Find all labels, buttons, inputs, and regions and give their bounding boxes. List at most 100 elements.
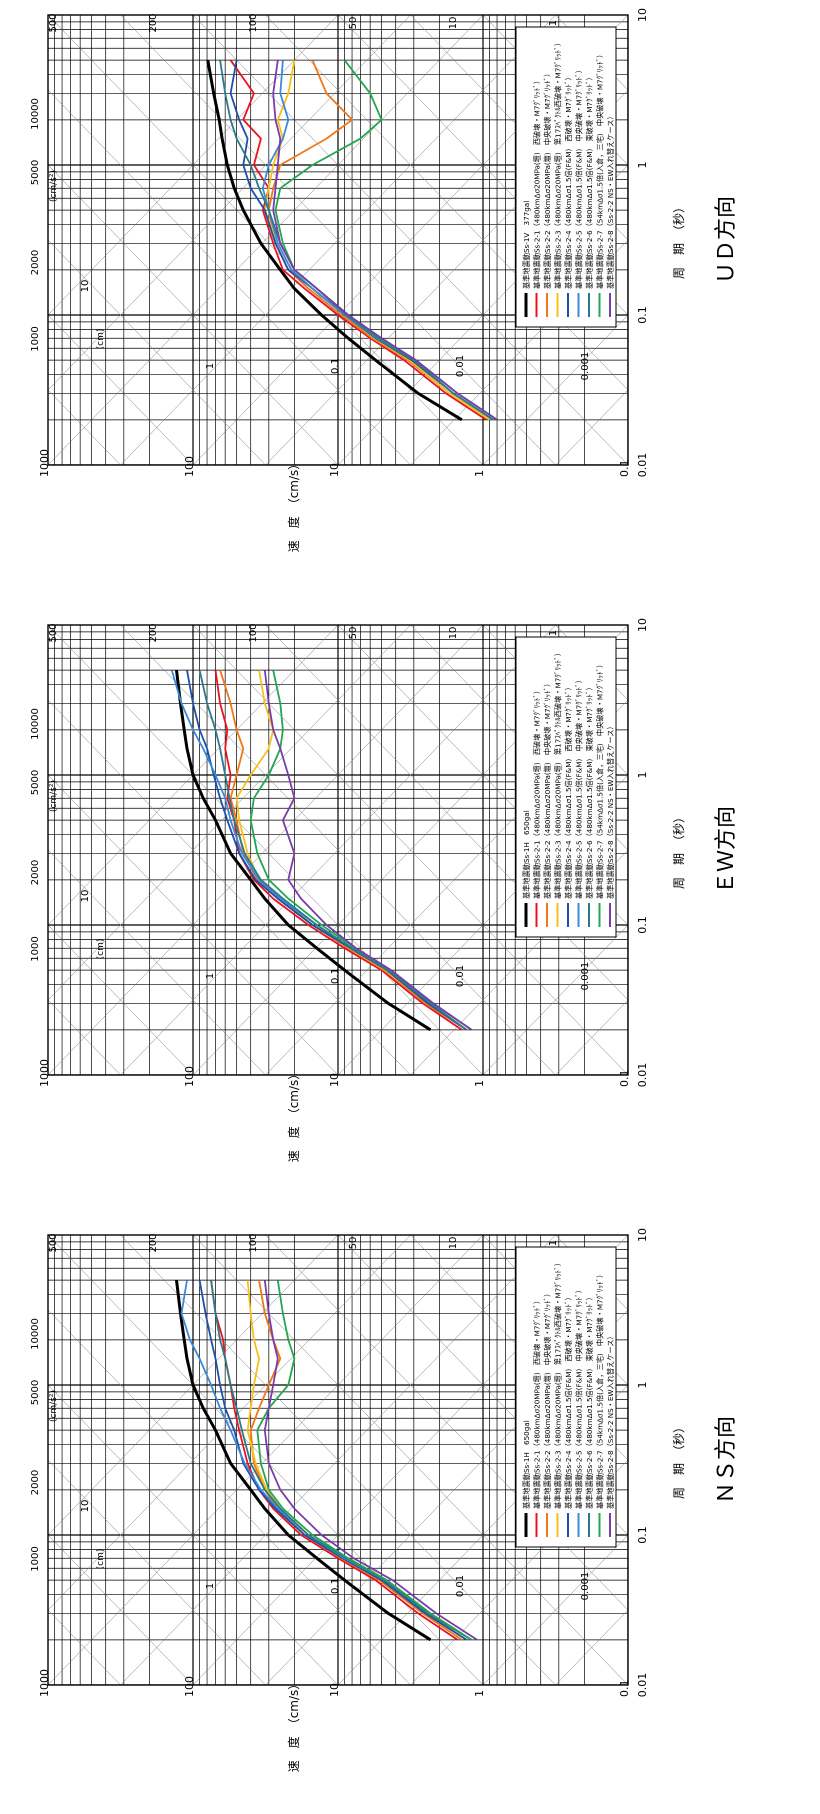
acceleration-tick-label: 2000 — [30, 860, 41, 885]
tripartite-diagonals — [48, 1235, 628, 1685]
series-line-6 — [219, 60, 494, 421]
displacement-tick-label: 0.001 — [580, 1572, 591, 1601]
top-tick-label: 10 — [448, 627, 459, 640]
legend-entry: 基準地震動Ss-2-2（480kmΔσ20MPa(壇) 中央破壊・M7ｸﾞﾘｯﾄ… — [543, 680, 552, 899]
displacement-axis-label: (cm) — [96, 329, 106, 350]
plot-frame — [47, 14, 629, 466]
acceleration-diagonal — [48, 464, 49, 465]
displacement-tick-label: 10 — [80, 1500, 91, 1513]
acceleration-diagonal — [48, 1074, 49, 1075]
x-tick-label: 0.1 — [636, 916, 649, 934]
acceleration-diagonal — [48, 1459, 266, 1685]
acceleration-tick-label: 10000 — [30, 708, 41, 740]
y-tick-label: 10 — [328, 463, 341, 477]
displacement-tick-label: 1 — [205, 1583, 216, 1589]
series-line-0 — [206, 59, 463, 422]
displacement-diagonal — [773, 15, 820, 465]
series-line-8 — [263, 670, 473, 1031]
y-tick-label: 10 — [328, 1073, 341, 1087]
top-tick-label: 200 — [148, 623, 159, 642]
acceleration-tick-label: 1000 — [30, 936, 41, 961]
legend-entry: 基準地震動Ss-2-7（54kmΔσ1.5倍(入倉，三宅) 中央破壊・M7ｸﾞﾘ… — [596, 1271, 605, 1509]
x-tick-label: 0.1 — [636, 1526, 649, 1544]
series-line-4 — [229, 60, 494, 421]
top-tick-label: 100 — [248, 1233, 259, 1252]
displacement-tick-label: 10 — [80, 890, 91, 903]
acceleration-diagonal — [48, 774, 339, 1075]
x-tick-label: 1 — [636, 1382, 649, 1389]
top-tick-label: 1 — [548, 630, 559, 636]
grid — [48, 15, 820, 465]
plot-frame — [47, 1234, 629, 1686]
y-tick-label: 100 — [183, 1066, 196, 1087]
top-tick-label: 10 — [448, 17, 459, 30]
series-line-1 — [210, 1280, 459, 1641]
legend-box — [515, 26, 617, 328]
y-axis-label: 速 度 （cm/s） — [286, 1068, 301, 1163]
displacement-axis-label: (cm) — [96, 939, 106, 960]
acceleration-tick-label: 2000 — [30, 250, 41, 275]
y-axis-label: 速 度 （cm/s） — [286, 458, 301, 553]
top-tick-label: 100 — [248, 13, 259, 32]
chart-title: ＵＤ方向 — [714, 196, 739, 284]
legend-entry: 基準地震動Ss-2-4（480kmΔσ1.5倍(F&M) 西破壊・M7ｸﾞﾘｯﾄ… — [564, 1293, 573, 1509]
acceleration-diagonal — [48, 1534, 194, 1685]
acceleration-diagonal — [48, 1609, 121, 1685]
legend-entry: 基準地震動Ss-2-5（480kmΔσ1.5倍(F&M) 中央破壊・M7ｸﾞﾘｯ… — [575, 676, 584, 899]
series-group — [206, 59, 498, 422]
displacement-tick-label: 0.1 — [330, 968, 341, 984]
acceleration-tick-label: 1000 — [30, 1546, 41, 1571]
displacement-tick-label: 1 — [205, 363, 216, 369]
x-axis-label: 周 期 （秒） — [672, 1421, 686, 1499]
x-axis-label: 周 期 （秒） — [672, 811, 686, 889]
x-tick-label: 0.01 — [636, 1063, 649, 1088]
legend-entry: 基準地震動Ss-2-4（480kmΔσ1.5倍(F&M) 西破壊・M7ｸﾞﾘｯﾄ… — [564, 73, 573, 289]
displacement-diagonal — [48, 15, 339, 316]
displacement-axis-label: (cm) — [96, 1549, 106, 1570]
acceleration-diagonal — [48, 1309, 411, 1685]
legend-entry: 基準地震動Ss-2-1（480kmΔσ20MPa(壇) 西破壊・M7ｸﾞﾘｯﾄﾞ… — [533, 77, 542, 289]
series-line-6 — [198, 670, 468, 1031]
top-tick-label: 50 — [348, 1237, 359, 1250]
spectrum-chart-2: 0.010.11100.1110100100010000500020001000… — [30, 1228, 739, 1772]
legend-entry: 基準地震動Ss-2-5（480kmΔσ1.5倍(F&M) 中央破壊・M7ｸﾞﾘｯ… — [575, 66, 584, 289]
x-tick-label: 0.01 — [636, 453, 649, 478]
displacement-tick-label: 0.001 — [580, 352, 591, 381]
x-tick-label: 10 — [636, 618, 649, 632]
x-axis-label: 周 期 （秒） — [672, 201, 686, 279]
legend-entry: 基準地震動Ss-1H 650gal — [522, 810, 531, 899]
series-line-1 — [229, 59, 487, 421]
legend-entry: 基準地震動Ss-2-8（Ss-2-2 NS・EW入れ替えケース） — [606, 722, 615, 899]
acceleration-tick-label: 10000 — [30, 98, 41, 130]
acceleration-tick-label: 2000 — [30, 1470, 41, 1495]
displacement-tick-label: 0.01 — [455, 965, 466, 987]
tripartite-diagonals — [48, 625, 628, 1075]
legend-entry: 基準地震動Ss-2-7（54kmΔσ1.5倍(入倉，三宅) 中央破壊・M7ｸﾞﾘ… — [596, 51, 605, 289]
acceleration-diagonal — [48, 1684, 49, 1685]
top-tick-label: 10 — [448, 1237, 459, 1250]
series-line-8 — [272, 60, 498, 421]
legend: 基準地震動Ss-1H 650gal 基準地震動Ss-2-1（480kmΔσ20MP… — [515, 1246, 617, 1548]
plot-frame — [47, 624, 629, 1076]
acceleration-tick-label: 10000 — [30, 1318, 41, 1350]
acceleration-diagonal — [48, 89, 411, 465]
acceleration-diagonal — [48, 239, 266, 465]
y-tick-label: 1 — [473, 1690, 486, 1697]
acceleration-axis-label: (cm/s²) — [49, 780, 59, 812]
x-tick-label: 0.01 — [636, 1673, 649, 1698]
x-tick-label: 10 — [636, 8, 649, 22]
legend-entry: 基準地震動Ss-2-2（480kmΔσ20MPa(壇) 中央破壊・M7ｸﾞﾘｯﾄ… — [543, 1290, 552, 1509]
displacement-tick-label: 0.01 — [455, 1575, 466, 1597]
y-tick-label: 100 — [183, 456, 196, 477]
legend-entry: 基準地震動Ss-2-3（480kmΔσ20MPa(壇) 第17ｽﾍﾟｸﾄﾙ西破壊… — [554, 649, 563, 899]
y-tick-label: 10 — [328, 1683, 341, 1697]
top-tick-label: 500 — [48, 1233, 59, 1252]
displacement-tick-label: 0.1 — [330, 358, 341, 374]
chart-title: ＮＳ方向 — [714, 1416, 739, 1504]
series-line-0 — [175, 1280, 432, 1642]
x-tick-label: 10 — [636, 1228, 649, 1242]
series-line-4 — [198, 1280, 467, 1641]
acceleration-axis-label: (cm/s²) — [49, 170, 59, 202]
acceleration-diagonal — [48, 1384, 339, 1685]
grid — [48, 1235, 628, 1685]
